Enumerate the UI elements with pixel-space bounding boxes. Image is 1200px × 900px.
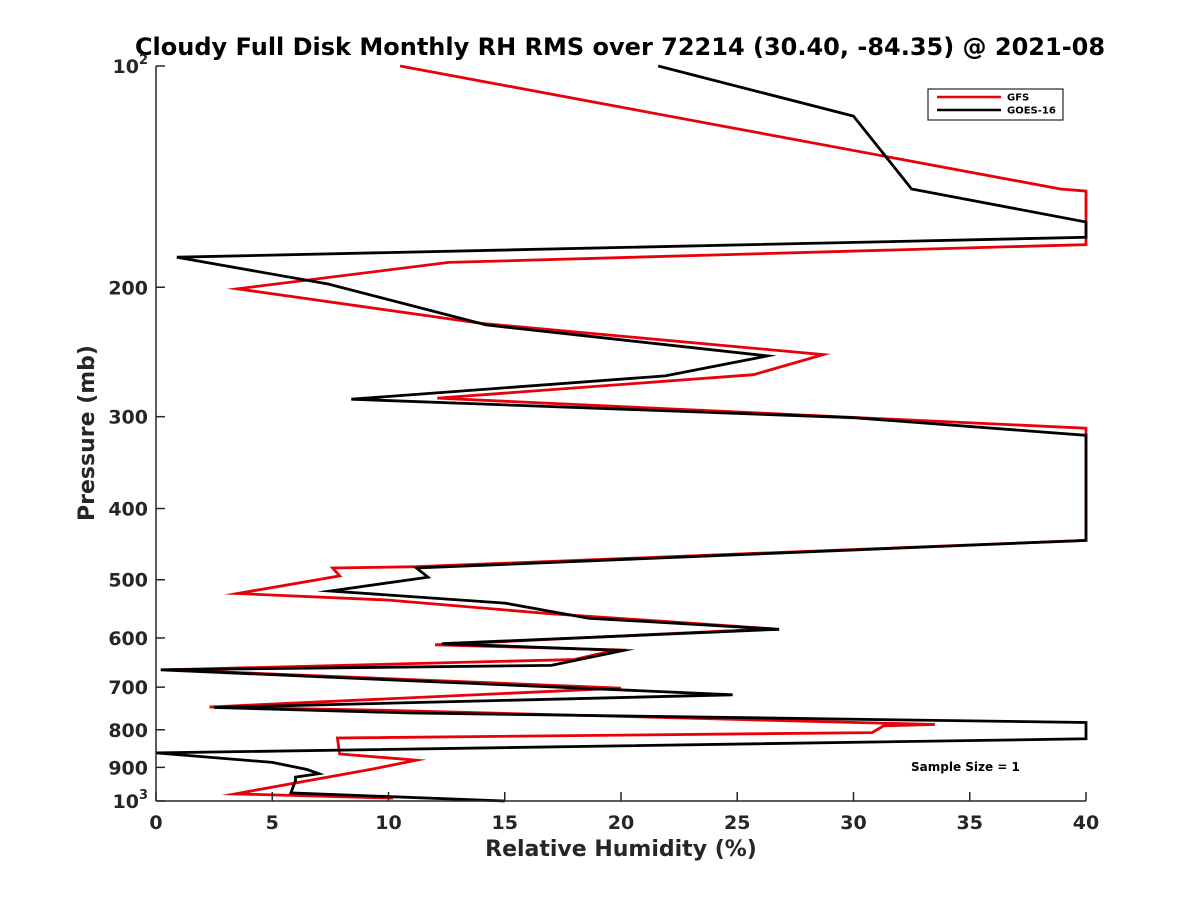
y-tick-label-0: 102 bbox=[113, 53, 149, 78]
legend-label-gfs: GFS bbox=[1007, 93, 1029, 104]
y-tick-label-4: 500 bbox=[108, 570, 148, 592]
y-tick-label-7: 800 bbox=[108, 720, 148, 742]
y-tick-label-8: 900 bbox=[108, 757, 148, 779]
x-tick-label-3: 15 bbox=[492, 812, 518, 834]
x-ticks: 0 5 10 15 20 25 30 35 40 bbox=[149, 792, 1099, 834]
legend: GFS GOES-16 bbox=[927, 88, 1064, 121]
y-tick-label-6: 700 bbox=[108, 677, 148, 699]
sample-size-annotation: Sample Size = 1 bbox=[911, 760, 1020, 774]
x-tick-label-5: 25 bbox=[724, 812, 750, 834]
y-tick-label-3: 400 bbox=[108, 499, 148, 521]
y-axis-label: Pressure (mb) bbox=[75, 345, 100, 521]
series-line-goes16 bbox=[155, 64, 1088, 803]
x-tick-label-6: 30 bbox=[840, 812, 866, 834]
x-tick-label-8: 40 bbox=[1073, 812, 1099, 834]
chart-title: Cloudy Full Disk Monthly RH RMS over 722… bbox=[135, 33, 1105, 61]
series-group bbox=[155, 64, 1088, 803]
x-tick-label-7: 35 bbox=[957, 812, 983, 834]
x-tick-label-2: 10 bbox=[375, 812, 401, 834]
legend-label-goes16: GOES-16 bbox=[1007, 106, 1056, 117]
legend-box bbox=[927, 88, 1064, 121]
x-tick-label-4: 20 bbox=[608, 812, 634, 834]
x-axis-label: Relative Humidity (%) bbox=[485, 837, 757, 862]
y-tick-label-2: 300 bbox=[108, 407, 148, 429]
series-line-gfs bbox=[167, 64, 1088, 800]
x-tick-label-0: 0 bbox=[149, 812, 162, 834]
y-tick-label-1: 200 bbox=[108, 277, 148, 299]
y-tick-label-5: 600 bbox=[108, 628, 148, 650]
y-tick-label-9: 103 bbox=[113, 788, 149, 813]
x-tick-label-1: 5 bbox=[266, 812, 279, 834]
y-ticks: 102 200 300 400 500 600 700 800 900 103 bbox=[108, 53, 165, 813]
